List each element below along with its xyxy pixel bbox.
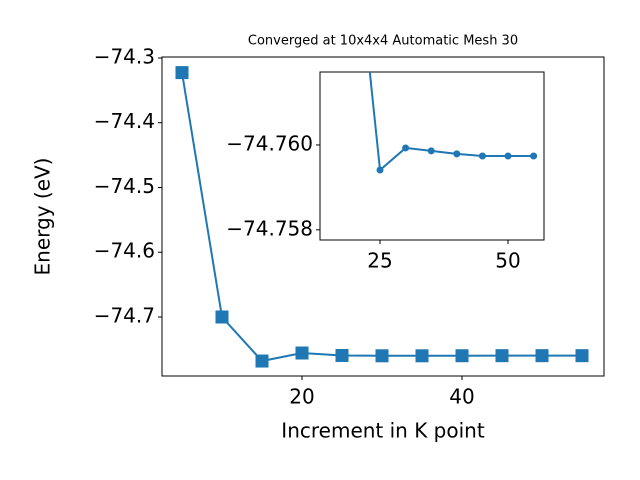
marker (295, 346, 309, 360)
marker (478, 152, 486, 160)
series (368, 72, 538, 174)
x-axis-label: Increment in K point (281, 419, 485, 443)
x-tick-label: 40 (449, 385, 474, 409)
y-axis-label: Energy (eV) (31, 158, 55, 276)
y-tick-label: −74.4 (94, 109, 155, 133)
line (368, 72, 534, 173)
marker (255, 354, 269, 368)
marker (504, 152, 512, 160)
x-tick-label: 25 (367, 249, 392, 273)
y-tick-label: −74.7 (94, 304, 155, 328)
marker (375, 349, 389, 363)
marker (415, 349, 429, 363)
y-tick-label: −74.3 (94, 44, 155, 68)
marker (455, 349, 469, 363)
chart-title: Converged at 10x4x4 Automatic Mesh 30 (248, 34, 518, 49)
marker (575, 349, 589, 363)
marker (215, 310, 229, 324)
marker (175, 66, 189, 80)
y-tick-label: −74.5 (94, 174, 155, 198)
series (175, 66, 589, 368)
marker (530, 152, 538, 160)
marker (495, 349, 509, 363)
y-tick-label: −74.758 (226, 216, 313, 240)
x-tick-label: 50 (495, 249, 520, 273)
marker (376, 166, 384, 174)
marker (402, 144, 410, 152)
x-tick-label: 20 (289, 385, 314, 409)
marker (427, 147, 435, 155)
marker (335, 348, 349, 362)
marker (535, 349, 549, 363)
marker (453, 150, 461, 158)
y-tick-label: −74.6 (94, 239, 155, 263)
y-tick-label: −74.760 (226, 131, 313, 155)
